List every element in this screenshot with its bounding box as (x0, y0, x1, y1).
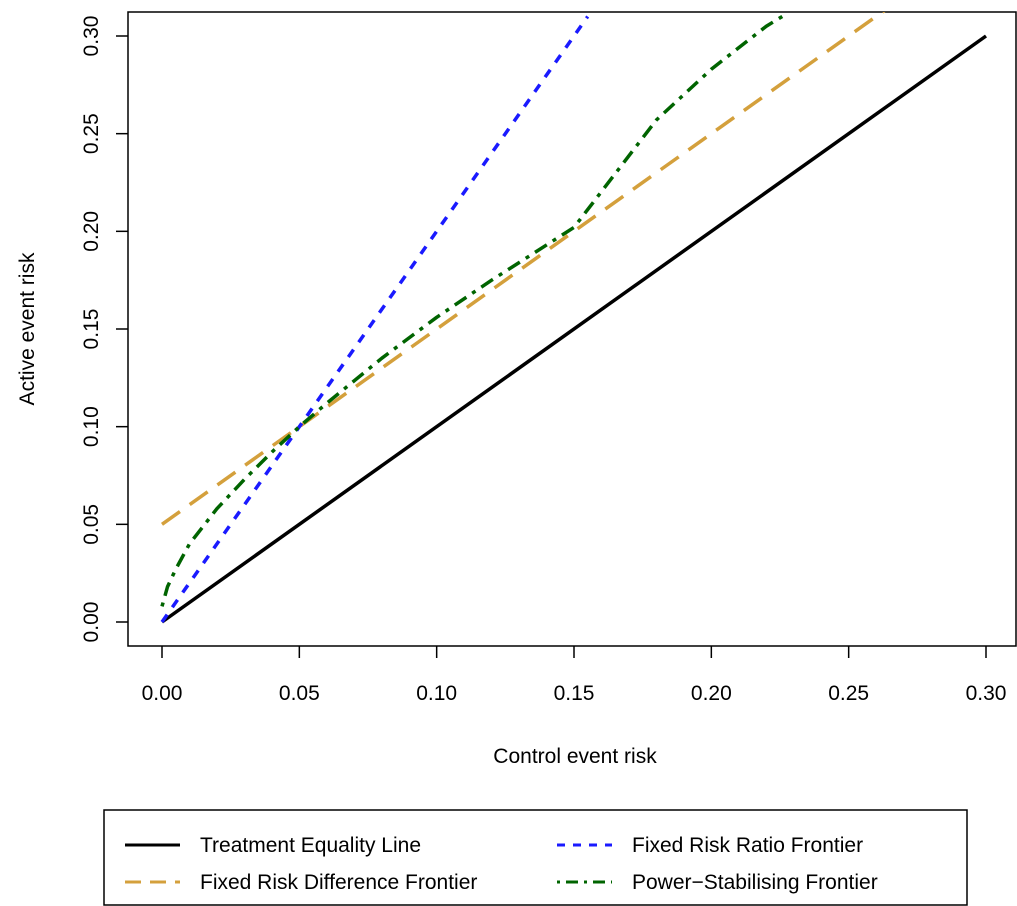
x-tick-label: 0.30 (966, 682, 1007, 705)
y-tick-label: 0.10 (80, 406, 103, 447)
legend-label: Fixed Risk Ratio Frontier (632, 834, 863, 857)
x-axis-title: Control event risk (493, 745, 657, 768)
series-line-4 (160, 13, 787, 607)
legend-label: Treatment Equality Line (200, 834, 421, 857)
x-tick-label: 0.05 (279, 682, 320, 705)
x-tick-label: 0.15 (554, 682, 595, 705)
y-tick-label: 0.25 (80, 113, 103, 154)
series-line-2 (160, 12, 886, 526)
x-tick-label: 0.25 (828, 682, 869, 705)
y-axis-title: Active event risk (16, 252, 39, 405)
y-tick-label: 0.30 (80, 16, 103, 57)
legend-box (103, 809, 968, 906)
legend-label: Power−Stabilising Frontier (632, 871, 878, 894)
x-tick-label: 0.10 (416, 682, 457, 705)
x-tick-label: 0.20 (691, 682, 732, 705)
x-tick-label: 0.00 (142, 682, 183, 705)
series-line-1 (160, 34, 988, 624)
axes: 0.00 0.05 0.10 0.15 0.20 0.25 0.30 0.00 0.05 0.10… (16, 11, 1017, 768)
y-tick-label: 0.20 (80, 211, 103, 252)
y-tick-label: 0.05 (80, 504, 103, 545)
legend-label: Fixed Risk Difference Frontier (200, 871, 477, 894)
series-line-3 (160, 15, 590, 624)
legend: Treatment Equality Line Fixed Risk Ratio … (103, 809, 968, 906)
y-tick-label: 0.15 (80, 309, 103, 350)
series-layer (160, 12, 988, 624)
y-tick-label: 0.00 (80, 602, 103, 643)
